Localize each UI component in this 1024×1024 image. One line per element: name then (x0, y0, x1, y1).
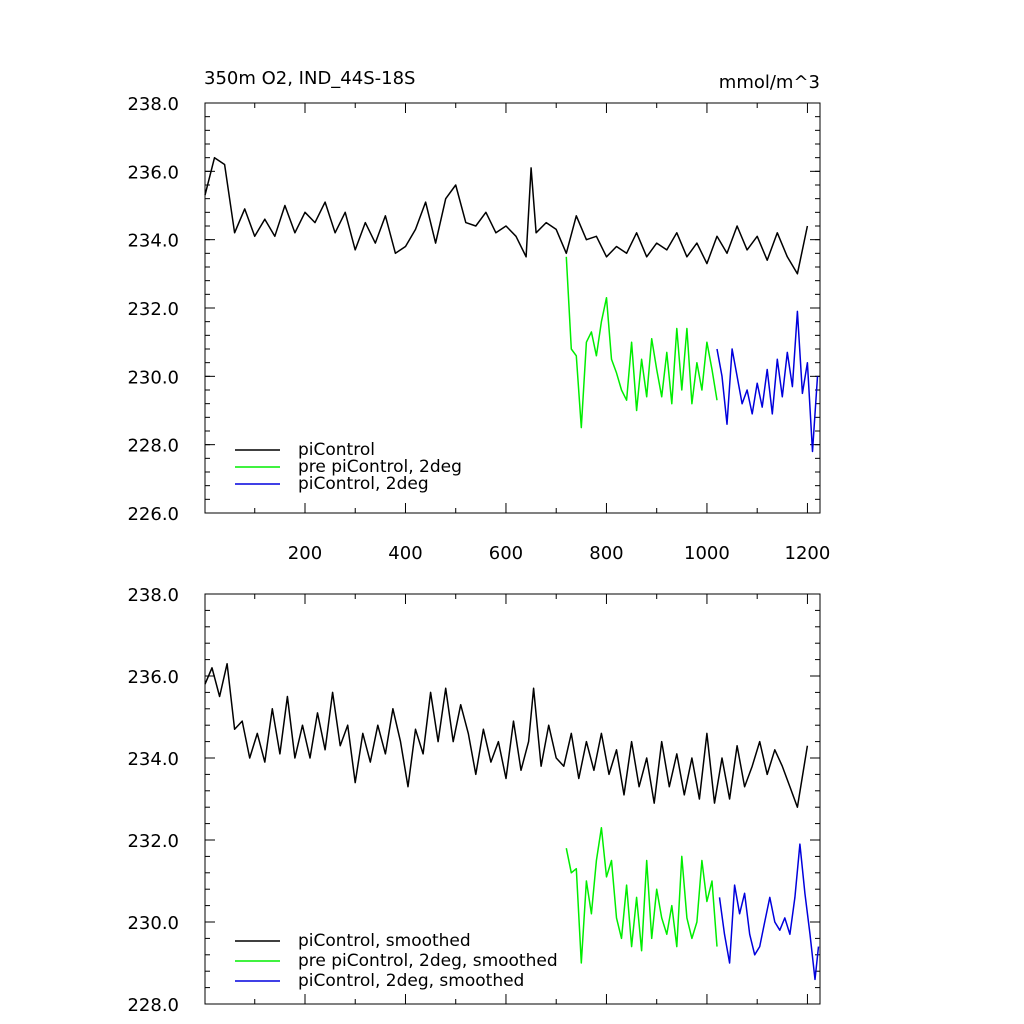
smoothed-y-tick-label: 236.0 (127, 667, 179, 688)
smoothed-plot-frame (204, 593, 821, 1005)
raw-y-tick-label: 234.0 (127, 231, 179, 252)
raw-x-tick-label: 200 (288, 543, 322, 564)
raw-x-tick-label: 1000 (684, 543, 730, 564)
raw-legend-label: piControl (298, 440, 375, 460)
smoothed-series-lines (204, 662, 820, 981)
smoothed-series-picontrol (204, 662, 809, 808)
smoothed-legend-label: pre piControl, 2deg, smoothed (298, 951, 558, 971)
smoothed-legend-label: piControl, 2deg, smoothed (298, 971, 524, 991)
figure-title: 350m O2, IND_44S-18S (204, 68, 415, 89)
raw-axis-ticks (205, 102, 820, 514)
raw-y-tick-label: 236.0 (127, 162, 179, 183)
raw-y-tick-label: 228.0 (127, 436, 179, 457)
raw-y-tick-label: 238.0 (127, 94, 179, 115)
raw-x-tick-label: 1200 (785, 543, 831, 564)
raw-series-pre-2deg (565, 256, 718, 429)
raw-y-tick-label: 230.0 (127, 367, 179, 388)
units-label: mmol/m^3 (719, 72, 820, 93)
smoothed-axis-ticks (205, 593, 820, 1005)
smoothed-legend-label: piControl, smoothed (298, 931, 471, 951)
raw-x-tick-label: 800 (589, 543, 623, 564)
raw-x-tick-label: 400 (388, 543, 422, 564)
smoothed-y-tick-label: 230.0 (127, 913, 179, 934)
raw-panel: 226.0 228.0 230.0 232.0 234.0 236.0 238.0 200 4… (127, 94, 830, 564)
raw-x-tick-label: 600 (489, 543, 523, 564)
raw-series-picontrol (204, 156, 809, 275)
raw-x-tick-labels: 200 400 600 800 1000 1200 (288, 543, 831, 564)
smoothed-y-tick-label: 228.0 (127, 995, 179, 1016)
smoothed-series-pre-2deg (565, 826, 718, 964)
raw-series-2deg (716, 310, 819, 453)
smoothed-y-tick-label: 238.0 (127, 585, 179, 606)
smoothed-y-tick-label: 234.0 (127, 749, 179, 770)
smoothed-panel: 228.0 230.0 232.0 234.0 236.0 238.0 piControl… (127, 585, 821, 1016)
raw-y-tick-label: 226.0 (127, 504, 179, 525)
raw-y-tick-labels: 226.0 228.0 230.0 232.0 234.0 236.0 238.0 (127, 94, 179, 525)
raw-legend-label: piControl, 2deg (298, 474, 429, 494)
raw-y-tick-label: 232.0 (127, 299, 179, 320)
smoothed-series-2deg (718, 843, 820, 981)
raw-series-lines (204, 156, 819, 453)
smoothed-y-tick-labels: 228.0 230.0 232.0 234.0 236.0 238.0 (127, 585, 179, 1016)
smoothed-y-tick-label: 232.0 (127, 831, 179, 852)
raw-legend-label: pre piControl, 2deg (298, 457, 462, 477)
